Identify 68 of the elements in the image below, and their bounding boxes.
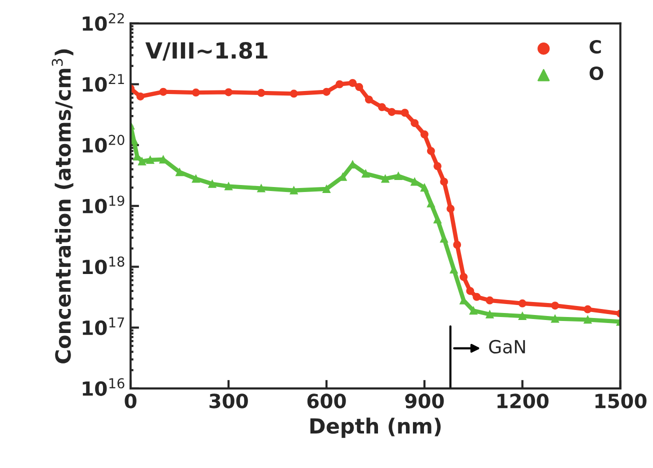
y-tick-label: 10$^{19}$ xyxy=(82,196,124,214)
point xyxy=(290,186,298,194)
point xyxy=(518,312,526,320)
point xyxy=(257,184,266,192)
point xyxy=(224,88,233,96)
point xyxy=(322,88,330,96)
point xyxy=(486,310,494,318)
x-tick-label: 1500 xyxy=(595,394,646,408)
point xyxy=(348,78,357,87)
x-tick-label: 0 xyxy=(124,394,136,408)
point xyxy=(466,286,474,295)
annotation: V/III~1.81 xyxy=(145,42,268,61)
y-tick-label: 10$^{21}$ xyxy=(82,74,124,92)
y-axis-title: Concentration (atoms/cm$^{3}$) xyxy=(52,49,74,364)
point xyxy=(322,184,330,193)
point xyxy=(426,146,435,155)
point xyxy=(551,302,560,310)
point xyxy=(460,272,468,281)
point xyxy=(381,174,390,183)
point xyxy=(146,156,154,164)
point xyxy=(378,103,386,112)
point xyxy=(136,92,144,100)
point xyxy=(469,306,478,315)
point xyxy=(355,83,364,92)
point xyxy=(362,170,370,178)
point xyxy=(434,162,442,170)
point xyxy=(138,157,146,166)
point xyxy=(486,296,494,304)
point xyxy=(440,178,448,186)
annotation: GaN xyxy=(489,340,525,354)
point xyxy=(192,88,200,97)
point xyxy=(192,174,200,183)
x-tick-label: 900 xyxy=(405,394,444,408)
y-tick-label: 10$^{22}$ xyxy=(82,13,124,31)
legend-label: C xyxy=(590,40,601,54)
point xyxy=(518,299,526,308)
point xyxy=(159,88,168,96)
point xyxy=(388,108,396,116)
point xyxy=(584,305,592,314)
legend-label: O xyxy=(590,66,604,80)
point xyxy=(208,180,216,188)
point xyxy=(584,316,592,324)
point xyxy=(410,178,419,186)
y-tick-label: 10$^{20}$ xyxy=(82,134,124,153)
point xyxy=(453,240,462,249)
x-tick-label: 300 xyxy=(210,394,248,408)
point xyxy=(224,182,233,190)
y-tick-label: 10$^{17}$ xyxy=(82,317,124,336)
point xyxy=(426,199,435,208)
y-tick-label: 10$^{16}$ xyxy=(82,378,124,396)
point xyxy=(551,314,560,323)
point xyxy=(410,119,419,128)
point xyxy=(336,80,344,88)
point xyxy=(176,168,184,176)
point xyxy=(420,130,428,138)
x-tick-label: 600 xyxy=(307,394,346,408)
point xyxy=(400,108,409,117)
point xyxy=(394,172,402,180)
point xyxy=(257,88,266,97)
point xyxy=(472,292,481,301)
point xyxy=(420,184,428,192)
point xyxy=(364,96,373,104)
point xyxy=(446,204,455,213)
x-tick-label: 1200 xyxy=(498,394,549,408)
point xyxy=(290,90,298,98)
y-tick-label: 10$^{18}$ xyxy=(82,256,124,274)
x-axis-title: Depth (nm) xyxy=(310,418,441,438)
point xyxy=(434,215,442,224)
